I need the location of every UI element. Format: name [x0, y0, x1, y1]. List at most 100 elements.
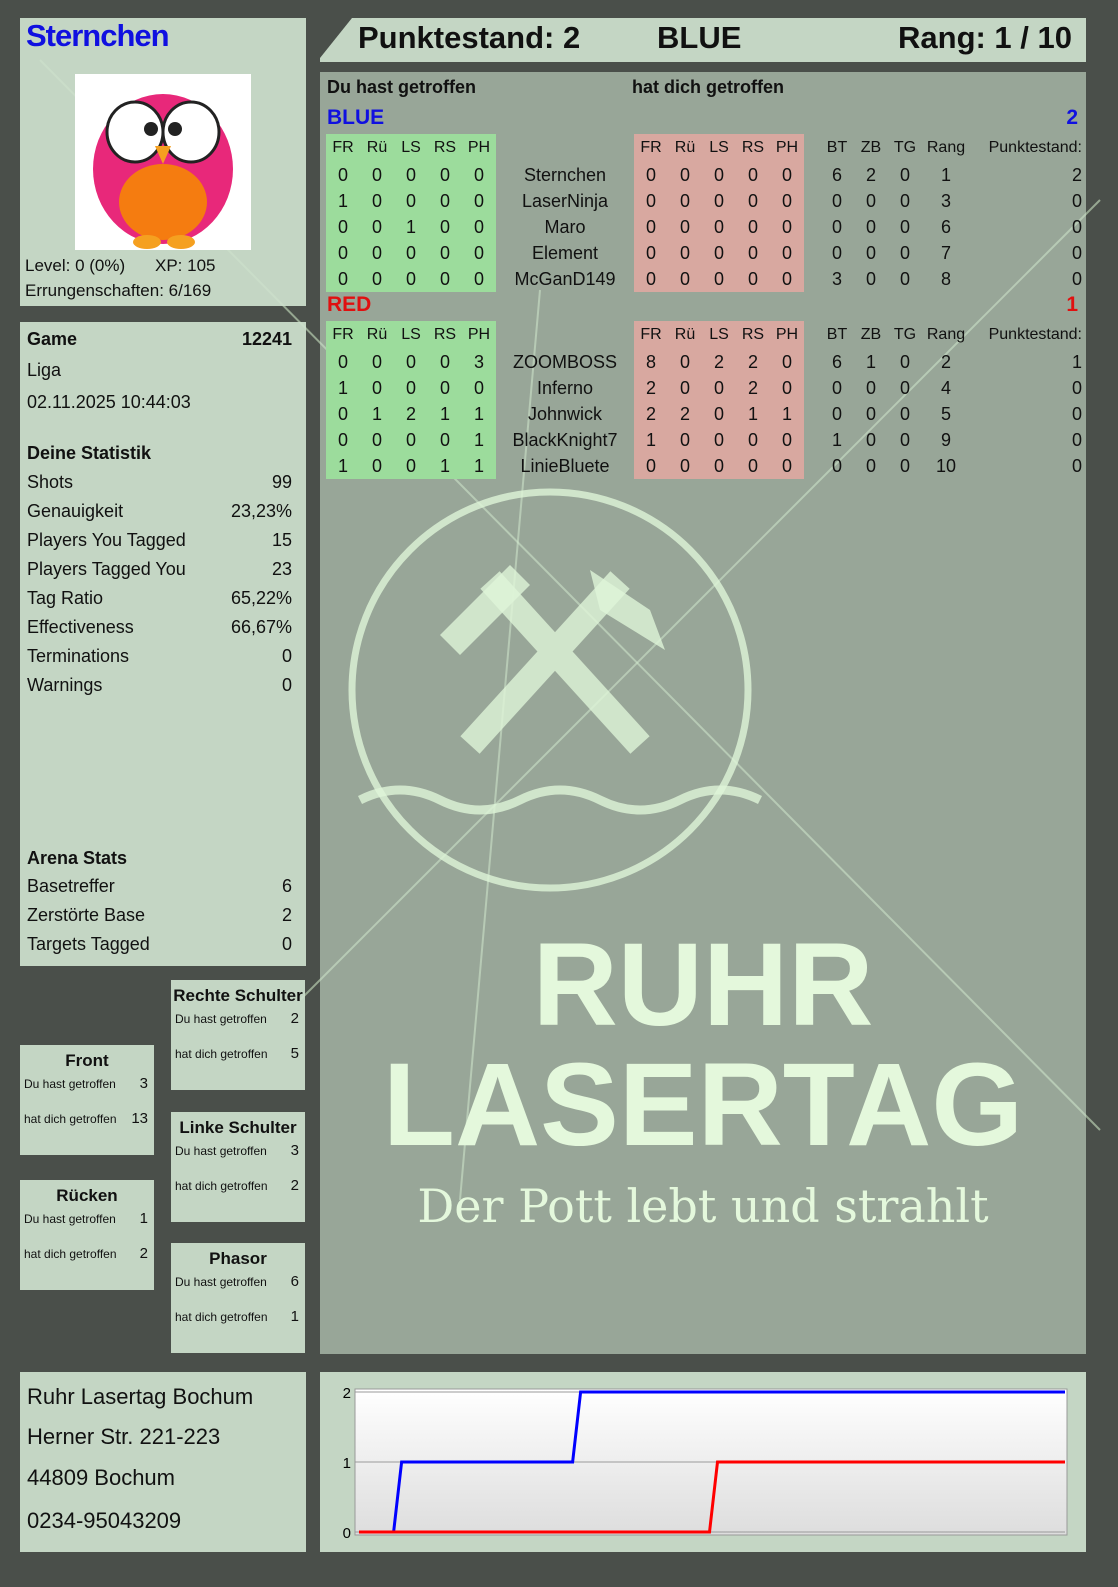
arena-title: Arena Stats — [27, 848, 128, 868]
hit-you-cell: 0 — [634, 266, 668, 292]
y-tick-label: 2 — [343, 1385, 351, 1402]
venue-phone: 0234-95043209 — [27, 1508, 182, 1533]
hit-you-cell: 0 — [702, 375, 736, 401]
game-label: Game — [27, 329, 78, 349]
address-panel: Ruhr Lasertag Bochum Herner Str. 221-223… — [20, 1372, 306, 1552]
spacer — [804, 321, 820, 349]
stat-cell: 1 — [831, 429, 842, 450]
you-hit-cell: 0 — [360, 266, 394, 292]
hit-you-cell: 0 — [702, 162, 736, 188]
stat-cell: 0 — [899, 377, 910, 398]
score-cell: 0 — [1071, 242, 1082, 263]
player-row: 1 0 0 1 1 LinieBluete 0 0 0 0 0 0 0 0 10 0 — [326, 453, 1082, 479]
col-header: FR — [326, 134, 360, 162]
zone-got-label: hat dich getroffen — [175, 1310, 268, 1324]
stat-cell: 0 — [831, 403, 842, 424]
team-name: RED — [327, 293, 372, 316]
you-hit-cell: 1 — [326, 188, 360, 214]
stat-label: Players Tagged You — [27, 559, 186, 579]
stat-value: 66,67% — [230, 617, 292, 637]
player-panel: Sternchen Level: 0 (0%) XP: 105 Errungen… — [20, 18, 306, 306]
zone-hit-label: Du hast getroffen — [24, 1212, 116, 1226]
you-hit-cell: 0 — [326, 266, 360, 292]
spacer — [804, 214, 820, 240]
score-cell: 0 — [1071, 455, 1082, 476]
you-hit-cell: 0 — [428, 214, 462, 240]
stat-cell: 0 — [865, 429, 876, 450]
zone-hit-value: 3 — [290, 1142, 299, 1159]
stat-cell: 7 — [940, 242, 951, 263]
venue-street: Herner Str. 221-223 — [27, 1424, 221, 1449]
hit-you-cell: 0 — [736, 162, 770, 188]
stat-label: Genauigkeit — [27, 501, 124, 521]
venue-city: 44809 Bochum — [27, 1465, 175, 1490]
you-hit-cell: 0 — [428, 375, 462, 401]
score-cell: 0 — [1071, 429, 1082, 450]
hit-you-cell: 0 — [770, 162, 804, 188]
hit-you-cell: 0 — [770, 427, 804, 453]
hit-you-cell: 1 — [736, 401, 770, 427]
player-name-cell: LinieBluete — [520, 455, 610, 476]
spacer — [496, 134, 634, 162]
score-chart: 0 1 2 — [343, 1385, 1068, 1542]
you-hit-cell: 0 — [462, 214, 496, 240]
hit-you-cell: 0 — [702, 266, 736, 292]
you-hit-cell: 3 — [462, 349, 496, 375]
player-row: 0 0 0 0 0 Element 0 0 0 0 0 0 0 0 7 0 — [326, 240, 1082, 266]
you-hit-cell: 0 — [326, 349, 360, 375]
stat-label: Effectiveness — [27, 617, 134, 637]
hit-you-cell: 0 — [770, 266, 804, 292]
spacer — [804, 375, 820, 401]
stat-cell: 0 — [831, 455, 842, 476]
col-header: Rang — [926, 139, 966, 156]
you-hit-cell: 0 — [394, 453, 428, 479]
hit-you-cell: 0 — [668, 188, 702, 214]
arena-stat-row: Basetreffer 6 — [27, 876, 292, 897]
zone-got-label: hat dich getroffen — [24, 1247, 117, 1261]
spacer — [804, 162, 820, 188]
stat-cell: 0 — [899, 216, 910, 237]
you-hit-cell: 0 — [428, 349, 462, 375]
you-hit-cell: 0 — [360, 349, 394, 375]
header-rank: Rang: 1 / 10 — [898, 20, 1072, 55]
stat-cell: 0 — [831, 377, 842, 398]
you-hit-cell: 0 — [360, 162, 394, 188]
logo-line1: RUHR — [533, 919, 874, 1051]
hit-zone-box: Front Du hast getroffen 3 hat dich getroffe… — [20, 1045, 154, 1155]
col-header: BT — [826, 326, 848, 343]
col-header: Rü — [360, 321, 394, 349]
stat-cell: 6 — [831, 164, 842, 185]
stat-cell: 6 — [831, 351, 842, 372]
series-line-0 — [359, 1390, 1065, 1534]
col-header: FR — [634, 134, 668, 162]
owl-avatar — [75, 74, 251, 250]
score-cell: 0 — [1071, 377, 1082, 398]
stat-cell: 0 — [865, 268, 876, 289]
stat-cell: 0 — [831, 216, 842, 237]
you-hit-cell: 0 — [428, 240, 462, 266]
player-name-cell: Element — [531, 242, 599, 263]
stat-cell: 0 — [899, 268, 910, 289]
stat-value: 0 — [281, 646, 292, 666]
player-row: 0 0 0 0 0 McGanD149 0 0 0 0 0 3 0 0 8 0 — [326, 266, 1082, 292]
you-hit-cell: 0 — [326, 427, 360, 453]
col-header: FR — [326, 321, 360, 349]
score-cell: 0 — [1071, 403, 1082, 424]
you-hit-cell: 0 — [428, 188, 462, 214]
stat-cell: 0 — [865, 242, 876, 263]
arena-stat-value: 2 — [281, 905, 292, 925]
col-header: PH — [770, 134, 804, 162]
hit-you-cell: 0 — [668, 427, 702, 453]
stat-row: Terminations 0 — [27, 646, 292, 667]
zone-hit-label: Du hast getroffen — [175, 1275, 267, 1289]
you-hit-cell: 2 — [394, 401, 428, 427]
col-header: LS — [702, 134, 736, 162]
col-header: TG — [893, 326, 917, 343]
stat-cell: 2 — [865, 164, 876, 185]
score-header: Punktestand: 2 BLUE Rang: 1 / 10 — [320, 18, 1086, 62]
stat-label: Shots — [27, 472, 74, 492]
you-hit-cell: 1 — [462, 453, 496, 479]
you-hit-cell: 0 — [462, 162, 496, 188]
col-header: ZB — [860, 139, 882, 156]
team-table: FR Rü LS RS PH FR Rü LS RS PH BT ZB TG Rang Punktestan… — [326, 134, 1082, 292]
